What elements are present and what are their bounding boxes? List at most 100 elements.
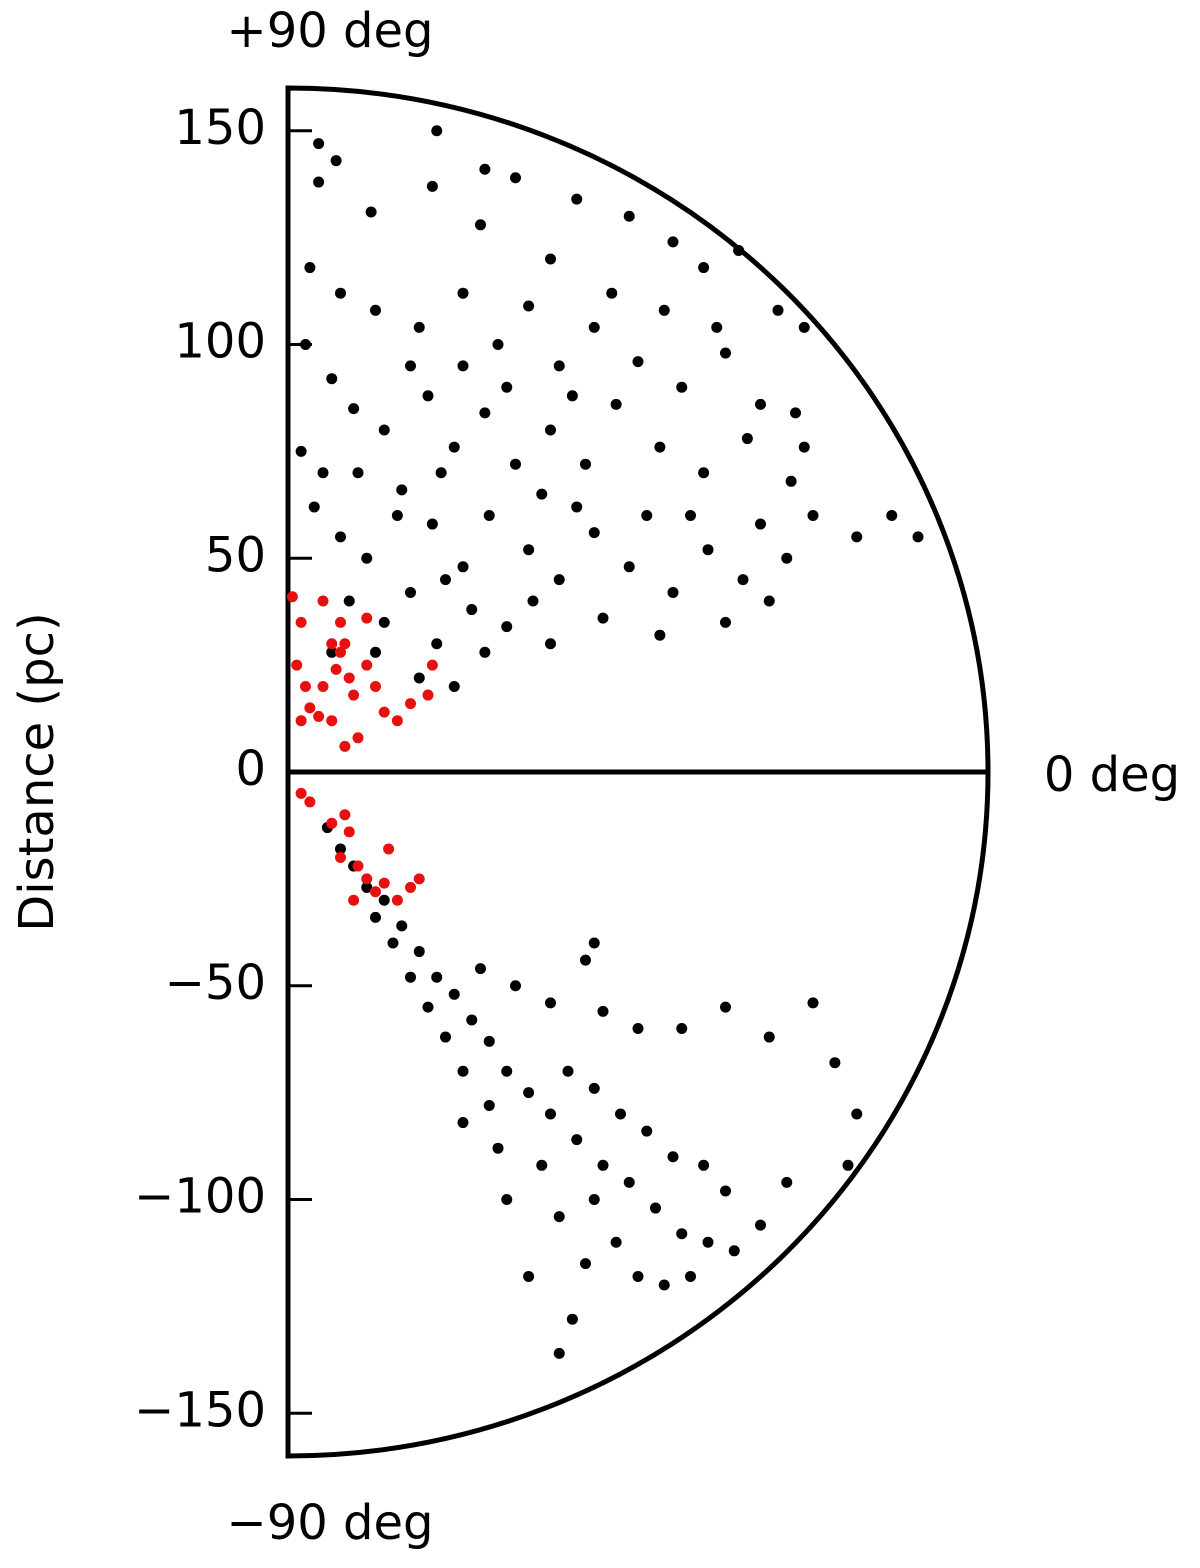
point: [435, 467, 447, 479]
point: [317, 467, 329, 479]
point: [553, 574, 565, 586]
point: [396, 920, 408, 932]
point: [448, 681, 460, 692]
point: [352, 467, 364, 479]
point: [588, 937, 600, 949]
point: [536, 1159, 548, 1171]
point: [483, 510, 495, 521]
point: [391, 715, 403, 727]
point: [588, 321, 600, 333]
y-tick-label: 100: [174, 314, 266, 370]
point: [851, 1108, 863, 1120]
point: [610, 1236, 622, 1248]
point: [335, 852, 346, 863]
point: [457, 561, 469, 573]
point: [571, 193, 583, 205]
point: [291, 659, 303, 671]
point: [553, 1211, 565, 1223]
point: [391, 510, 403, 521]
point: [370, 304, 381, 316]
point: [807, 510, 819, 521]
point: [632, 1270, 644, 1282]
point: [623, 561, 635, 573]
point: [912, 531, 924, 543]
point: [523, 1270, 535, 1282]
point: [781, 552, 793, 564]
point: [545, 638, 556, 650]
point: [295, 715, 307, 727]
point: [326, 646, 338, 658]
point: [698, 1159, 710, 1171]
point: [335, 616, 346, 628]
point: [536, 488, 548, 500]
y-tick-label: −100: [134, 1169, 266, 1225]
point: [798, 441, 810, 453]
point: [391, 894, 403, 906]
point: [720, 1185, 731, 1197]
point: [702, 1236, 714, 1248]
y-tick-label: 150: [174, 100, 266, 156]
point: [737, 574, 749, 586]
point: [348, 894, 360, 906]
point: [829, 1057, 841, 1069]
point: [728, 1245, 740, 1257]
point: [623, 1176, 635, 1188]
point: [326, 817, 338, 829]
point: [466, 1014, 478, 1026]
point: [597, 1005, 609, 1017]
point: [798, 321, 810, 333]
point: [571, 501, 583, 513]
point: [711, 321, 723, 333]
point: [479, 407, 491, 419]
point: [378, 424, 390, 436]
y-tick-label: −150: [134, 1382, 266, 1438]
point: [698, 262, 710, 274]
point: [475, 963, 486, 975]
point: [492, 339, 504, 350]
point: [501, 381, 513, 393]
point: [763, 595, 775, 607]
point: [632, 356, 644, 368]
point: [431, 971, 443, 983]
point: [566, 1313, 578, 1325]
point: [501, 1194, 513, 1205]
point: [343, 672, 355, 684]
point: [720, 1001, 731, 1013]
point: [755, 518, 766, 530]
point: [295, 445, 307, 457]
point: [317, 681, 329, 692]
point: [606, 287, 618, 299]
point: [667, 586, 679, 598]
point: [413, 321, 425, 333]
point: [370, 911, 381, 923]
point: [755, 1219, 766, 1231]
point: [396, 484, 408, 496]
point: [370, 646, 381, 658]
point: [365, 206, 377, 218]
point: [501, 1065, 513, 1077]
point: [588, 1082, 600, 1094]
point: [405, 881, 416, 893]
point: [405, 360, 416, 372]
point: [378, 894, 390, 906]
point: [523, 1087, 535, 1099]
point: [383, 843, 395, 855]
point: [300, 339, 311, 350]
top-annotation: +90 deg: [226, 3, 433, 59]
point: [658, 1279, 670, 1291]
point: [352, 860, 364, 872]
point: [387, 937, 399, 949]
point: [457, 1065, 469, 1077]
point: [781, 1176, 793, 1188]
point: [413, 946, 425, 958]
point: [580, 1258, 591, 1270]
point: [763, 1031, 775, 1043]
point: [308, 501, 320, 513]
point: [886, 510, 898, 521]
point: [440, 574, 451, 586]
point: [772, 304, 784, 316]
point: [304, 702, 316, 714]
point: [510, 172, 521, 184]
point: [457, 287, 469, 299]
